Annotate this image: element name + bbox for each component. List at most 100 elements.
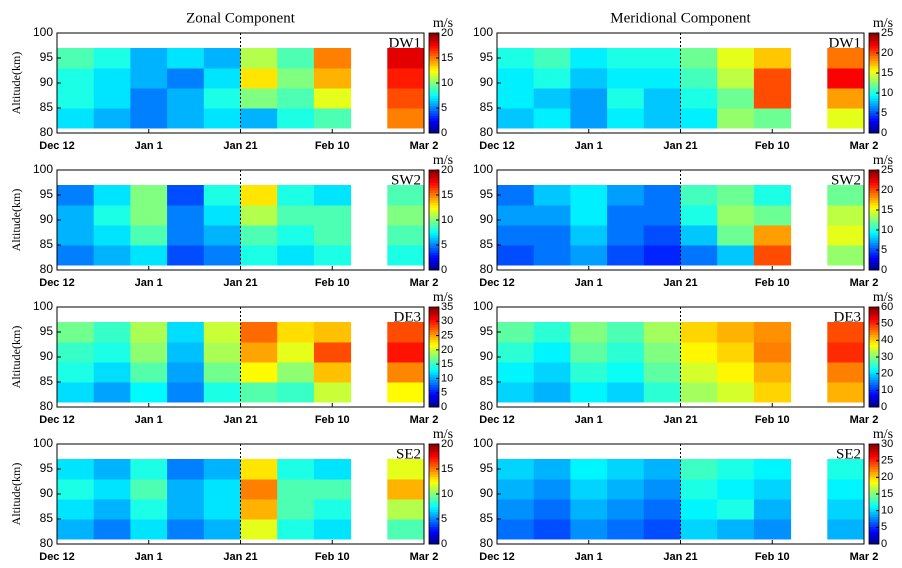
x-tick-label: Dec 12 — [479, 277, 514, 289]
heat-cell — [57, 519, 95, 540]
colorbar-swatch — [429, 118, 439, 121]
colorbar-swatch — [429, 207, 439, 211]
colorbar-swatch — [869, 342, 879, 345]
heat-cell — [387, 68, 425, 89]
heat-cell — [313, 108, 352, 129]
heat-cell — [717, 342, 755, 363]
colorbar-swatch — [869, 207, 879, 211]
heat-cell — [277, 362, 315, 383]
colorbar-swatch — [869, 45, 879, 49]
colorbar-swatch — [869, 539, 879, 542]
heat-cell — [570, 499, 608, 520]
colorbar-swatch — [429, 514, 439, 517]
heat-cell — [167, 108, 205, 129]
colorbar-swatch — [869, 98, 879, 101]
colorbar-swatch — [869, 454, 879, 457]
x-tick-label: Feb 10 — [315, 414, 350, 426]
heat-cell — [203, 499, 241, 520]
heat-cell — [130, 225, 168, 246]
colorbar-swatch — [429, 524, 439, 527]
colorbar-swatch — [869, 187, 879, 191]
colorbar-swatch — [429, 352, 439, 355]
heat-cell — [827, 459, 865, 480]
heat-cell — [570, 479, 608, 500]
colorbar-swatch — [429, 486, 439, 490]
colorbar-swatch — [869, 205, 879, 208]
colorbar-swatch — [869, 113, 879, 116]
colorbar-tick-label: 20 — [881, 47, 893, 59]
colorbar-swatch — [869, 389, 879, 393]
colorbar-swatch — [429, 349, 439, 353]
heat-cell — [57, 225, 95, 246]
heat-cell — [387, 185, 425, 206]
colorbar-tick-label: 10 — [441, 372, 453, 384]
colorbar-swatch — [429, 459, 439, 462]
colorbar-swatch — [869, 479, 879, 482]
heat-cell — [533, 245, 571, 266]
heat-cell — [93, 342, 131, 363]
colorbar-swatch — [429, 516, 439, 520]
heat-cell — [643, 499, 681, 520]
colorbar-swatch — [429, 33, 439, 36]
heat-cell — [130, 185, 168, 206]
x-tick-label: Dec 12 — [39, 140, 74, 152]
colorbar-swatch — [869, 384, 879, 388]
colorbar-swatch — [869, 83, 879, 86]
heat-cell — [57, 205, 95, 226]
colorbar-swatch — [869, 466, 879, 470]
colorbar-swatch — [429, 105, 439, 109]
colorbar-tick-label: 25 — [881, 164, 893, 176]
heat-cell — [533, 225, 571, 246]
heat-cell — [203, 205, 241, 226]
colorbar-swatch — [869, 65, 879, 69]
heat-cell — [680, 68, 718, 89]
colorbar-swatch — [869, 48, 879, 51]
colorbar-swatch — [869, 451, 879, 455]
colorbar-tick-label: 0 — [881, 264, 887, 276]
heat-cell — [753, 185, 792, 206]
colorbar-swatch — [869, 85, 879, 89]
colorbar-swatch — [429, 327, 439, 330]
heat-cell — [570, 362, 608, 383]
colorbar-swatch — [429, 314, 439, 318]
colorbar-swatch — [869, 58, 879, 61]
heat-cell — [570, 342, 608, 363]
heat-cell — [313, 322, 352, 343]
colorbar-swatch — [869, 215, 879, 218]
x-tick-label: Feb 10 — [315, 551, 350, 563]
heat-cell — [533, 88, 571, 109]
heat-cell — [130, 459, 168, 480]
x-tick-label: Dec 12 — [479, 140, 514, 152]
y-tick-label: 95 — [40, 324, 54, 338]
heat-cell — [570, 185, 608, 206]
heat-cell — [387, 205, 425, 226]
heat-cell — [717, 459, 755, 480]
heat-cell — [753, 342, 792, 363]
heat-cell — [313, 68, 352, 89]
heat-cell — [313, 382, 352, 403]
colorbar-swatch — [429, 260, 439, 263]
colorbar-swatch — [869, 252, 879, 256]
y-tick-label: 95 — [40, 50, 54, 64]
heat-cell — [130, 48, 168, 69]
colorbar-swatch — [869, 105, 879, 109]
heat-cell — [643, 68, 681, 89]
heat-cell — [240, 322, 278, 343]
heat-cell — [570, 225, 608, 246]
heat-cell — [827, 68, 865, 89]
colorbar-swatch — [429, 387, 439, 390]
colorbar-swatch — [869, 177, 879, 181]
heat-cell — [167, 479, 205, 500]
heat-cell — [680, 322, 718, 343]
x-tick-label: Jan 1 — [575, 140, 603, 152]
heat-cell — [827, 245, 865, 266]
colorbar-swatch — [869, 120, 879, 124]
heat-cell — [827, 88, 865, 109]
heat-cell — [827, 342, 865, 363]
heat-cell — [717, 48, 755, 69]
heat-cell — [130, 499, 168, 520]
colorbar-swatch — [869, 170, 879, 173]
heat-cell — [240, 185, 278, 206]
colorbar-swatch — [429, 227, 439, 231]
heat-cell — [533, 519, 571, 540]
